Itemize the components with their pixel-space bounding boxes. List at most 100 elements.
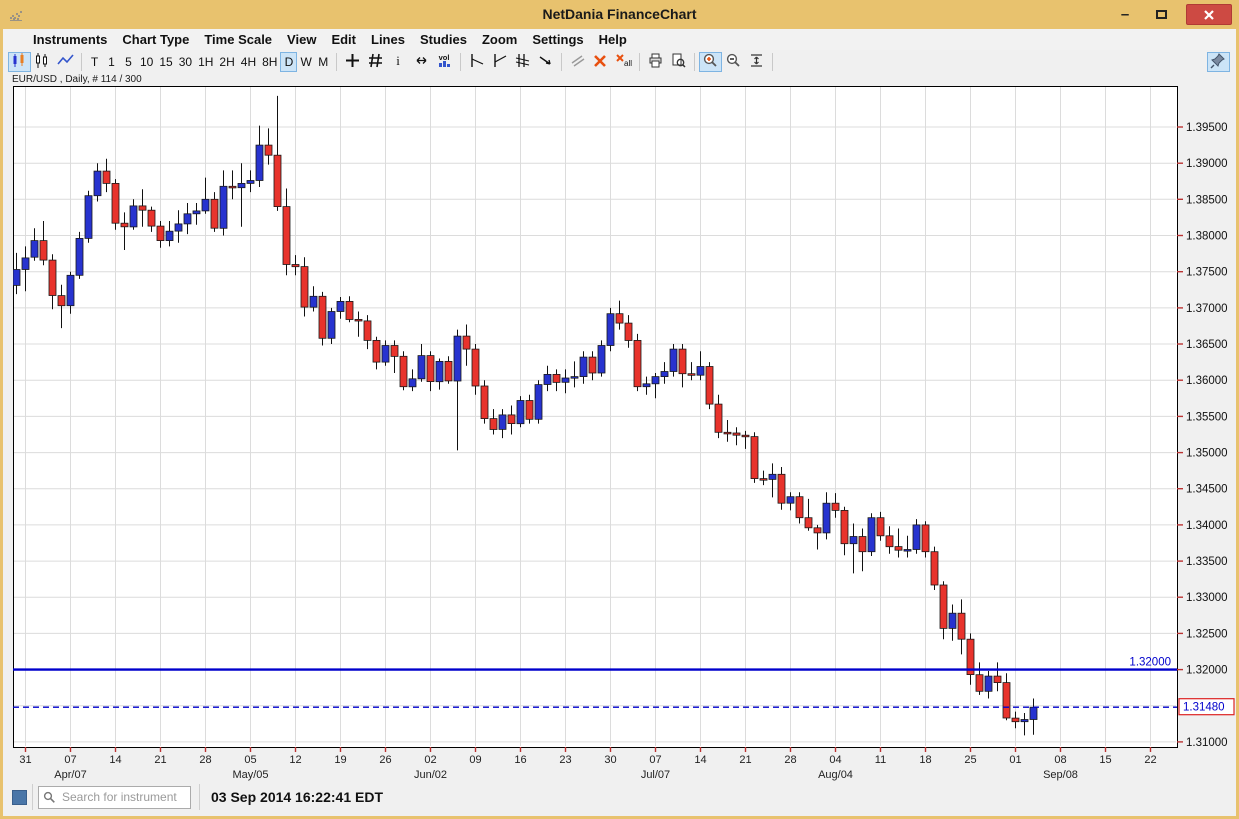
menu-time-scale[interactable]: Time Scale (204, 32, 273, 47)
timeframe-4h[interactable]: 4H (240, 55, 257, 69)
candle (318, 291, 327, 346)
print-button[interactable] (644, 52, 667, 72)
menu-chart-type[interactable]: Chart Type (122, 32, 190, 47)
close-icon (1204, 9, 1214, 20)
status-bar: 03 Sep 2014 16:22:41 EDT (3, 782, 1236, 812)
zoom-in-button[interactable] (698, 52, 722, 72)
search-input[interactable] (60, 789, 180, 805)
volume-toggle[interactable]: vol (433, 52, 456, 72)
horizontal-line-1-32000[interactable]: 1.32000 (13, 657, 1177, 671)
svg-text:1.31000: 1.31000 (1186, 737, 1228, 749)
timeframe-1[interactable]: 1 (108, 55, 115, 69)
timeframe-w[interactable]: W (300, 55, 312, 69)
parallel-lines-tool[interactable] (566, 52, 589, 72)
pin-chart-button[interactable] (1207, 52, 1230, 72)
separator (459, 53, 461, 71)
chart-type-bars[interactable] (31, 52, 54, 72)
candle (156, 221, 165, 248)
menu-edit[interactable]: Edit (331, 32, 356, 47)
timeframe-10[interactable]: 10 (140, 55, 154, 69)
candle (930, 546, 939, 590)
grid-icon (367, 52, 384, 72)
close-button[interactable] (1186, 4, 1232, 25)
timeframe-15[interactable]: 15 (159, 55, 173, 69)
trendline-down-tool[interactable] (465, 52, 488, 72)
menu-zoom[interactable]: Zoom (481, 32, 518, 47)
candle (885, 526, 894, 554)
zoom-out-button[interactable] (722, 52, 745, 72)
menu-lines[interactable]: Lines (371, 32, 405, 47)
svg-text:1.36500: 1.36500 (1186, 339, 1228, 351)
minimize-button[interactable]: – (1120, 6, 1130, 23)
candle (444, 356, 453, 384)
svg-text:1.35500: 1.35500 (1186, 411, 1228, 423)
candle (786, 492, 795, 511)
print-preview-button[interactable] (667, 52, 690, 72)
price-chart-canvas[interactable]: 1.32000 1.31480 1.39500 1.39000 1.38500 1.380… (12, 86, 1235, 788)
candle (291, 255, 300, 276)
menu-help[interactable]: Help (598, 32, 627, 47)
candle (165, 221, 174, 247)
svg-text:30: 30 (604, 754, 616, 766)
ray-icon (537, 52, 554, 72)
timeframe-m[interactable]: M (318, 55, 329, 69)
svg-text:Aug/04: Aug/04 (818, 769, 853, 781)
svg-text:1.31480: 1.31480 (1183, 702, 1225, 714)
timeframe-8h[interactable]: 8H (262, 55, 278, 69)
timeframe-t[interactable]: T (90, 55, 99, 69)
trend-down-icon (468, 52, 485, 72)
menu-instruments[interactable]: Instruments (33, 32, 108, 47)
instrument-search-box[interactable] (38, 785, 191, 809)
candle (75, 231, 84, 279)
delete-all-lines-button[interactable]: all (612, 52, 635, 72)
svg-text:i: i (396, 53, 400, 68)
grid-toggle[interactable] (364, 52, 387, 72)
chart-type-candlestick[interactable] (8, 52, 31, 72)
info-icon: i (390, 52, 407, 72)
fit-vertical-button[interactable] (745, 52, 768, 72)
horizontal-line-1-31480[interactable]: 1.31480 (13, 698, 1235, 716)
ray-tool[interactable] (534, 52, 557, 72)
candle (912, 519, 921, 554)
candle (12, 252, 21, 295)
candle (282, 188, 291, 276)
timeframe-5[interactable]: 5 (125, 55, 132, 69)
timeframe-30[interactable]: 30 (178, 55, 193, 69)
svg-text:21: 21 (739, 754, 751, 766)
candle (813, 524, 822, 550)
svg-text:19: 19 (334, 754, 346, 766)
candle (174, 210, 183, 243)
candle (624, 315, 633, 348)
candle (192, 203, 201, 225)
svg-text:05: 05 (244, 754, 256, 766)
menu-studies[interactable]: Studies (419, 32, 467, 47)
delete-line-button[interactable] (589, 52, 612, 72)
maximize-button[interactable] (1149, 4, 1173, 25)
candle (399, 351, 408, 391)
candle (723, 420, 732, 442)
info-tool[interactable]: i (387, 52, 410, 72)
timeframe-1h[interactable]: 1H (198, 55, 214, 69)
timeframe-d[interactable]: D (280, 52, 298, 72)
candle (849, 523, 858, 574)
chart-type-line[interactable] (54, 52, 77, 72)
menu-settings[interactable]: Settings (532, 32, 584, 47)
timeframe-2h[interactable]: 2H (219, 55, 235, 69)
title-bar[interactable]: NetDania FinanceChart – (0, 0, 1239, 29)
crosshair-tool[interactable] (341, 52, 364, 72)
candle (210, 192, 219, 232)
svg-text:Jul/07: Jul/07 (641, 769, 670, 781)
candles-colored-icon (11, 52, 28, 72)
candle (957, 599, 966, 655)
menu-view[interactable]: View (287, 32, 317, 47)
candle (381, 340, 390, 366)
candle (1002, 673, 1011, 721)
trend-up-icon (491, 52, 508, 72)
trendline-up-tool[interactable] (488, 52, 511, 72)
candle (561, 369, 570, 394)
horizontal-scroll-tool[interactable] (410, 52, 433, 72)
candle (579, 351, 588, 384)
candle (534, 380, 543, 424)
channel-tool[interactable] (511, 52, 534, 72)
